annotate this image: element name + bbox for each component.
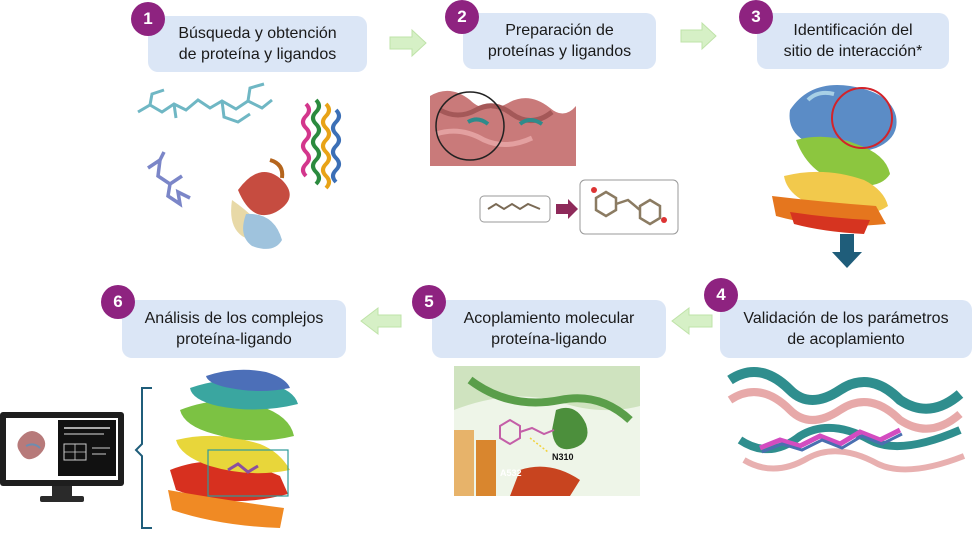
step-4-badge: 4 <box>704 278 738 312</box>
docking-validation-image <box>726 366 972 490</box>
step-2-badge: 2 <box>445 0 479 34</box>
protein-site-identification <box>772 85 897 234</box>
step-3-badge: 3 <box>739 0 773 34</box>
step-2-box: Preparación de proteínas y ligandos <box>463 13 656 69</box>
step-5-box: Acoplamiento molecular proteína-ligando <box>432 300 666 358</box>
bracket <box>134 387 152 529</box>
residue-label-n310: N310 <box>552 452 574 462</box>
binding-site-circle <box>435 91 505 161</box>
step-6-line1: Análisis de los complejos <box>144 310 324 327</box>
residue-label-a532: A532 <box>500 468 522 478</box>
step-1-box: Búsqueda y obtención de proteína y ligan… <box>148 16 367 72</box>
interaction-site-circle <box>831 87 893 149</box>
step-4-line2: de acoplamiento <box>787 331 905 348</box>
flow-arrow-5-6 <box>360 306 402 336</box>
step-4-line1: Validación de los parámetros <box>743 310 949 327</box>
flow-arrow-2-3 <box>680 21 717 51</box>
step-4-box: Validación de los parámetros de acoplami… <box>720 300 972 358</box>
flow-arrow-4-5 <box>671 306 713 336</box>
helix-bundle <box>301 98 341 190</box>
step-1-badge: 1 <box>131 2 165 36</box>
step-5-line2: proteína-ligando <box>491 331 607 348</box>
step-3-line2: sitio de interacción* <box>783 43 923 60</box>
docking-complex-image: A532 N310 <box>454 366 640 496</box>
ligand-structure-1 <box>137 82 273 124</box>
ligand-transform <box>479 179 679 235</box>
step-6-box: Análisis de los complejos proteína-ligan… <box>122 300 346 358</box>
step-1-line2: de proteína y ligandos <box>178 46 337 63</box>
protein-structure-small <box>231 158 290 249</box>
complex-structure-image <box>168 369 298 528</box>
down-arrow <box>832 234 862 268</box>
step-2-line2: proteínas y ligandos <box>487 43 632 60</box>
ligand-arrow <box>556 199 578 219</box>
ligand-structure-2 <box>147 151 191 208</box>
monitor-icon <box>0 412 124 502</box>
step-3-line1: Identificación del <box>793 22 913 39</box>
step-5-line1: Acoplamiento molecular <box>463 310 635 327</box>
step-1-line1: Búsqueda y obtención <box>178 25 337 42</box>
step-6-badge: 6 <box>101 285 135 319</box>
protein-surface-panel <box>428 84 578 166</box>
step-2-line1: Preparación de <box>505 22 614 39</box>
step-5-badge: 5 <box>412 285 446 319</box>
flow-arrow-1-2 <box>389 28 427 58</box>
step-6-line2: proteína-ligando <box>176 331 292 348</box>
step-3-box: Identificación del sitio de interacción* <box>757 13 949 69</box>
